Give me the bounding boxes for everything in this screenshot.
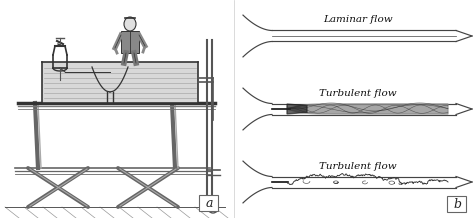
Text: Turbulent flow: Turbulent flow xyxy=(319,89,397,97)
Polygon shape xyxy=(287,104,307,114)
Ellipse shape xyxy=(124,17,136,31)
Polygon shape xyxy=(287,104,448,114)
Text: Turbulent flow: Turbulent flow xyxy=(319,162,397,170)
Bar xyxy=(42,62,198,103)
FancyBboxPatch shape xyxy=(447,196,466,211)
Bar xyxy=(121,31,139,53)
FancyBboxPatch shape xyxy=(200,194,219,211)
Text: Laminar flow: Laminar flow xyxy=(323,15,393,24)
Text: a: a xyxy=(205,196,213,209)
Text: b: b xyxy=(453,198,461,211)
